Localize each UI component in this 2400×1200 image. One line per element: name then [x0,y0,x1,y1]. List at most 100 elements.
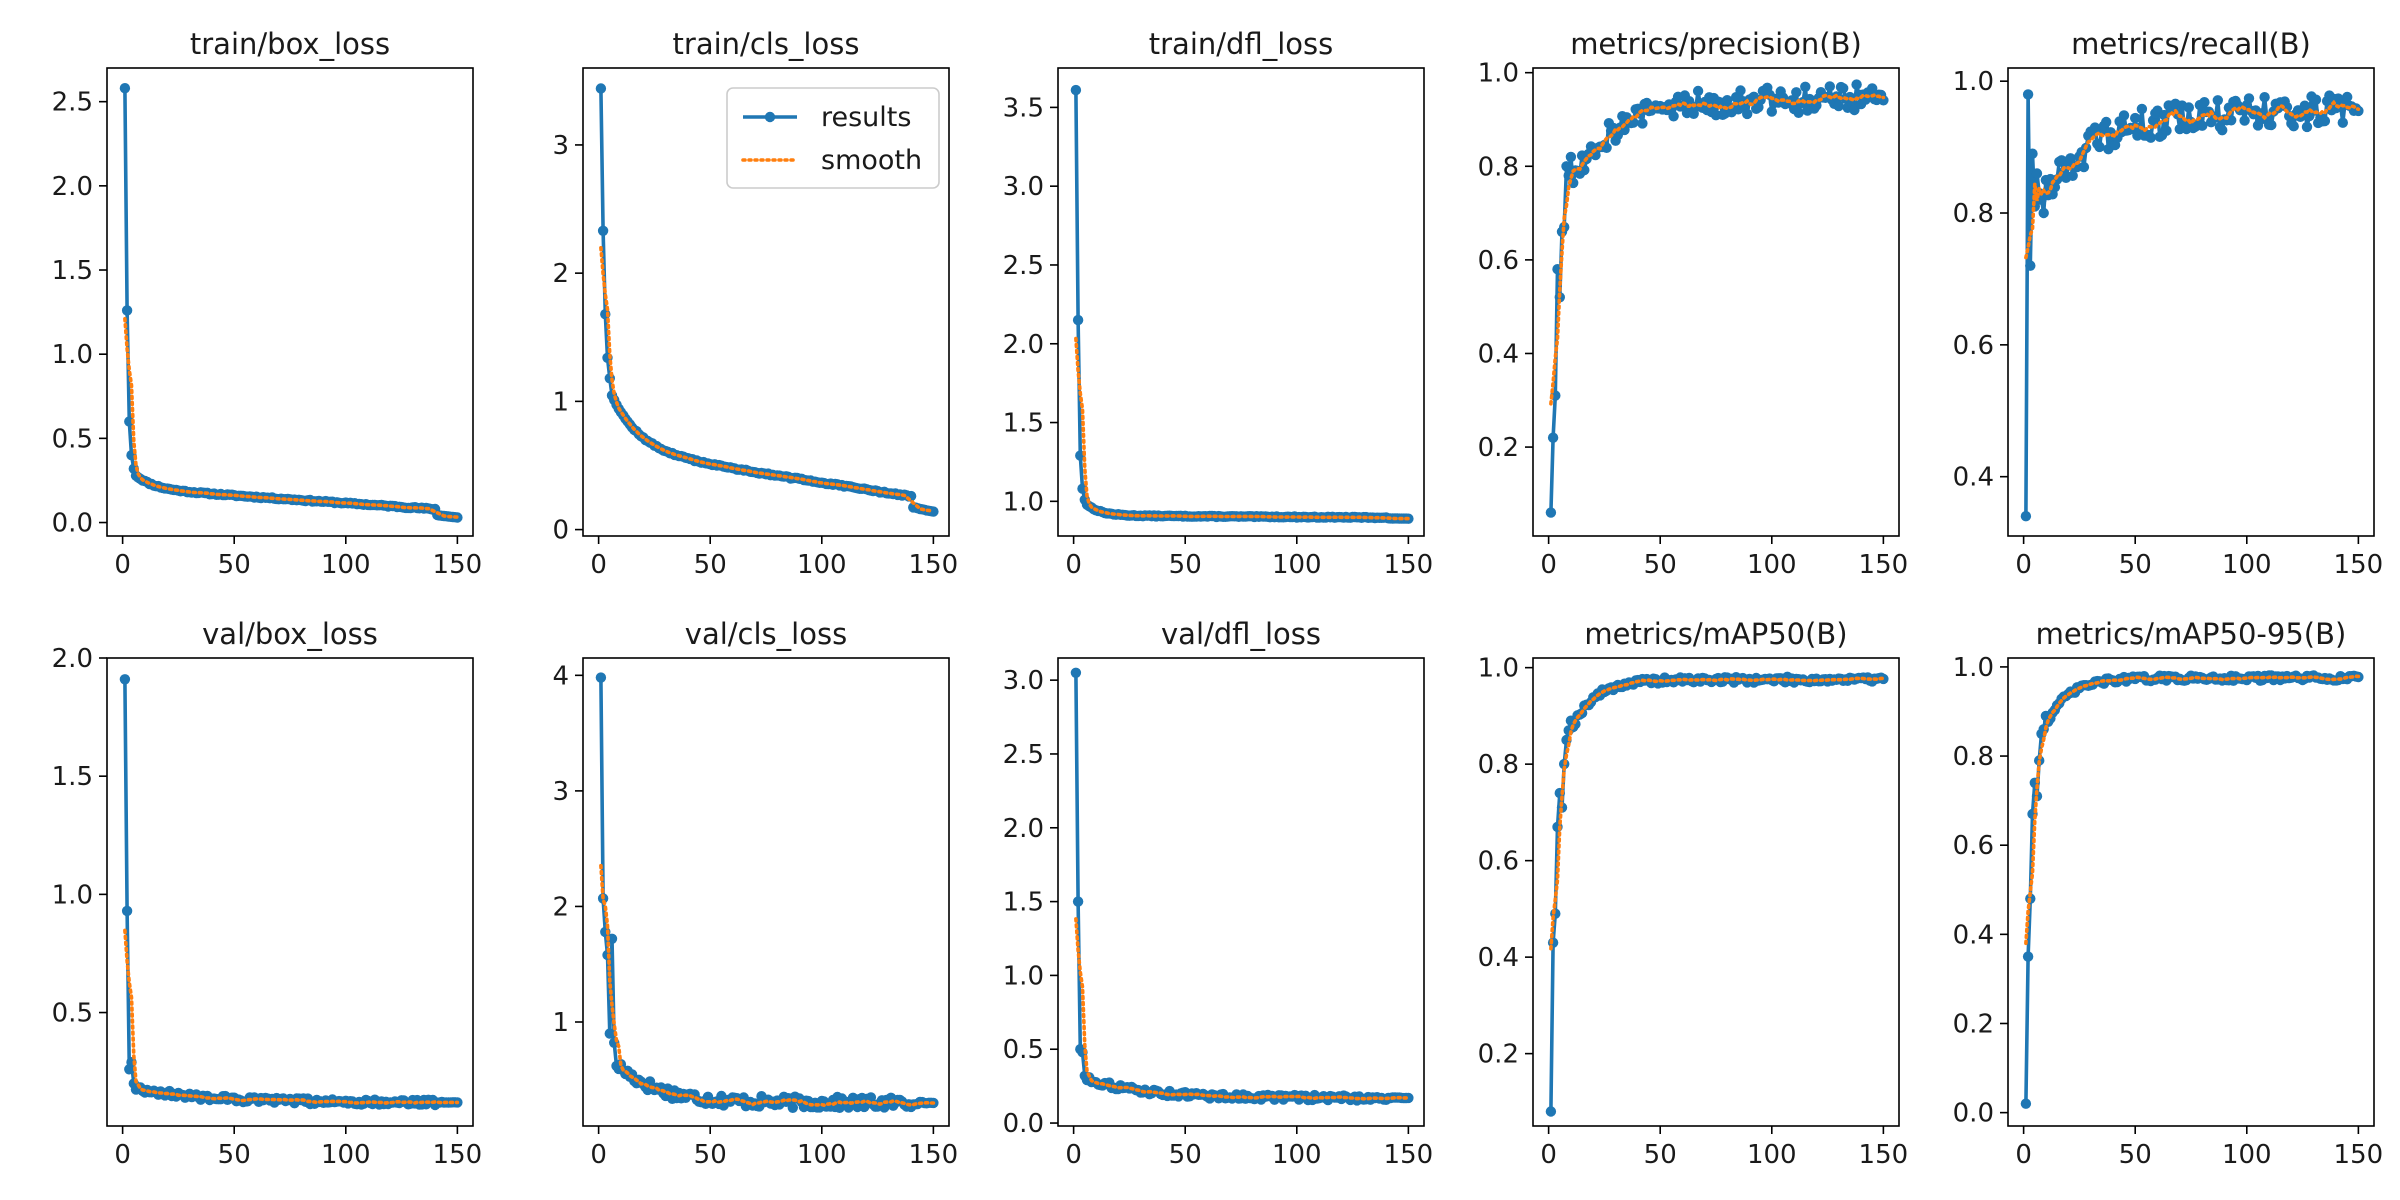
results-point [119,83,131,94]
smooth-line [1549,676,1886,951]
plot-area [1070,84,1414,524]
results-point [1791,87,1802,98]
results-point [1547,432,1559,443]
axes-frame [582,67,950,537]
results-line [123,679,458,1107]
x-tick-label: 0 [1540,1140,1557,1170]
chart-title: metrics/recall(B) [2071,27,2311,61]
x-tick-label: 150 [2334,1140,2384,1170]
results-point [787,1102,798,1114]
x-tick-label: 0 [114,1140,131,1170]
y-tick-label: 0.6 [1953,831,1994,861]
y-tick-label: 0.0 [1003,1109,1044,1139]
results-line [1074,90,1409,521]
results-point [2197,120,2208,131]
y-tick-label: 4 [552,661,569,691]
results-point [2310,94,2322,105]
results-point [1545,507,1557,518]
x-tick-label: 50 [694,550,727,580]
chart-panel-6: val/box_loss 0 50 100 150 0.5 1.0 1.5 2.0 [52,617,483,1170]
x-tick-label: 150 [433,1140,483,1170]
smooth-line [123,928,460,1105]
x-tick-label: 50 [1169,550,1202,580]
results-point [1545,1106,1557,1117]
x-tick-label: 0 [1065,550,1082,580]
y-tick-label: 2.0 [52,172,93,202]
results-point [2199,97,2210,108]
results-point [2183,102,2194,113]
results-point [1692,85,1704,97]
results-point [121,905,133,917]
x-tick-label: 100 [1747,550,1797,580]
smooth-line [2024,99,2361,260]
results-point [595,83,607,94]
y-tick-label: 0.4 [1953,463,1994,493]
x-tick-label: 50 [1644,550,1677,580]
results-point [2022,951,2034,962]
results-point [1824,81,1836,92]
results-point [2288,121,2299,132]
axes-frame [1532,67,1900,537]
y-tick-label: 0.4 [1953,920,1994,950]
y-tick-label: 0.6 [1953,331,1994,361]
x-tick-label: 150 [1859,1140,1909,1170]
plot-area [595,83,939,517]
y-tick-label: 3.0 [1003,172,1044,202]
results-point [2212,95,2223,106]
chart-panel-2: train/cls_loss 0 50 100 150 0 1 2 3 results smooth [552,27,958,580]
x-tick-label: 100 [797,550,847,580]
results-point [2067,170,2078,181]
results-point [2101,116,2112,128]
chart-panel-8: val/dfl_loss 0 50 100 150 0.0 0.5 1.0 1.5 2.0 2.5 3… [1003,617,1434,1170]
results-point [1833,100,1844,112]
y-tick-label: 0.8 [1478,152,1519,182]
y-tick-label: 2.5 [1003,740,1044,770]
results-point [597,225,609,236]
y-tick-label: 1.5 [1003,409,1044,439]
results-point [1072,896,1084,907]
results-point [124,416,135,427]
y-tick-label: 0.2 [1953,1009,1994,1039]
results-point [2337,117,2348,128]
x-tick-label: 150 [1384,550,1434,580]
smooth-line [599,246,936,513]
y-tick-label: 0.5 [52,424,93,454]
x-tick-label: 0 [1540,550,1557,580]
y-tick-label: 0.0 [1953,1099,1994,1129]
y-tick-label: 0.5 [1003,1035,1044,1065]
y-tick-label: 1.0 [1953,67,1994,97]
y-tick-label: 0.8 [1953,199,1994,229]
y-tick-label: 1.5 [52,256,93,286]
x-tick-label: 100 [321,1140,371,1170]
results-point [1838,83,1849,94]
y-tick-label: 0.0 [52,509,93,539]
y-tick-label: 0.4 [1478,943,1519,973]
y-tick-label: 2 [552,892,569,922]
results-line [2024,673,2359,1104]
smooth-line [123,316,460,519]
results-point [2319,115,2331,127]
y-tick-label: 0.6 [1478,847,1519,877]
results-line [123,88,458,520]
results-line [599,677,934,1110]
x-tick-label: 100 [321,550,371,580]
axes-frame [1532,657,1900,1127]
axes-frame [2007,657,2375,1127]
chart-title: metrics/precision(B) [1570,27,1862,61]
y-tick-label: 3 [552,131,569,161]
results-point [2299,100,2310,111]
x-tick-label: 0 [590,550,607,580]
legend-smooth-label: smooth [821,145,922,176]
legend-results-marker [764,111,776,123]
x-tick-label: 0 [2015,550,2032,580]
x-tick-label: 100 [1272,1140,1322,1170]
results-line [1074,672,1409,1103]
y-tick-label: 1.0 [1003,961,1044,991]
results-point [2020,511,2032,522]
results-point [2020,1098,2032,1109]
results-point [2217,125,2228,136]
y-tick-label: 0 [552,516,569,546]
results-point [2136,103,2148,115]
plot-area [2020,89,2364,522]
